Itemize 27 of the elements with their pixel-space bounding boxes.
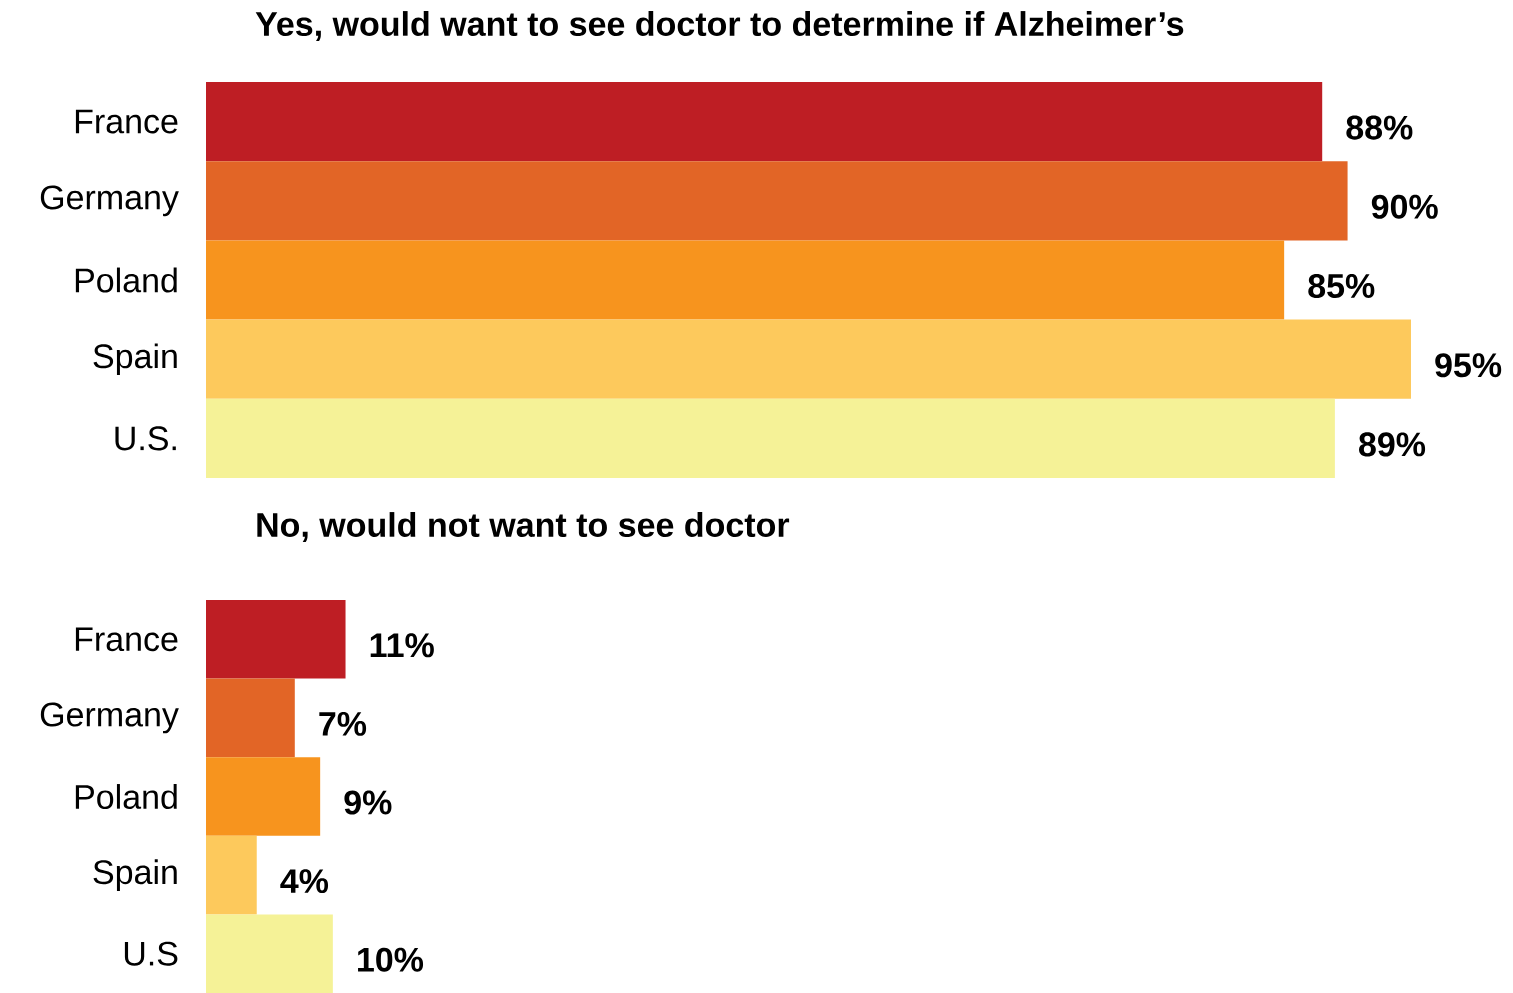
bar: [206, 678, 295, 758]
y-tick-label: U.S.: [115, 426, 176, 451]
text: No, would not want to see doctor: [257, 512, 790, 542]
data-label: 10%: [358, 947, 424, 972]
y-tick-label: U.S: [124, 941, 178, 966]
data-label: 4%: [280, 869, 329, 894]
bar: [206, 600, 346, 679]
data-label: 7%: [319, 711, 367, 736]
data-label: 11%: [370, 633, 434, 658]
y-tick-label: Spain: [93, 859, 177, 891]
y-tick-label: Germany: [40, 702, 179, 734]
bar: [206, 757, 321, 836]
data-label: 9%: [344, 790, 392, 815]
y-tick-label: Spain: [93, 343, 177, 376]
y-tick-label: France: [75, 627, 178, 652]
y-tick-label: France: [75, 109, 178, 134]
data-label: 89%: [1359, 432, 1426, 457]
y-tick-label: Germany: [40, 185, 179, 217]
y-tick-label: Poland: [75, 784, 177, 810]
chart-title: Yes, would want to see doctor to determine if Alzheimer’s: [255, 11, 1184, 41]
data-label: 85%: [1308, 273, 1375, 299]
y-tick-label: Poland: [75, 267, 177, 293]
data-label: 88%: [1346, 115, 1413, 140]
bar: [206, 914, 333, 993]
bar: [206, 835, 257, 915]
data-label: 90%: [1371, 194, 1438, 219]
data-label: 95%: [1435, 353, 1502, 378]
